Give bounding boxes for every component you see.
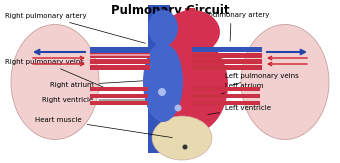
Ellipse shape [164, 10, 220, 54]
Bar [90, 101, 148, 105]
Text: Left pulmonary veins: Left pulmonary veins [225, 73, 299, 85]
Bar [90, 47, 150, 52]
Ellipse shape [158, 88, 166, 96]
Text: Heart muscle: Heart muscle [35, 117, 172, 138]
Bar [192, 47, 262, 52]
Text: Right ventricle: Right ventricle [42, 97, 157, 103]
Bar [192, 53, 262, 58]
Ellipse shape [174, 104, 182, 111]
Bar [90, 65, 150, 70]
Ellipse shape [152, 116, 212, 160]
Bar [90, 54, 150, 56]
Bar [148, 5, 170, 153]
Bar [192, 94, 260, 98]
Bar [90, 53, 150, 58]
Bar [176, 48, 192, 153]
Bar [90, 94, 148, 98]
Text: Pulmonary Circuit: Pulmonary Circuit [111, 4, 229, 17]
Bar [192, 65, 262, 70]
Text: Right pulmonary artery: Right pulmonary artery [5, 13, 145, 43]
Text: Right pulmonary veins: Right pulmonary veins [5, 59, 107, 89]
Ellipse shape [148, 35, 228, 135]
Bar [192, 87, 260, 91]
Bar [185, 8, 195, 83]
Text: Left pulmonary artery: Left pulmonary artery [193, 12, 269, 41]
Ellipse shape [148, 10, 178, 46]
Ellipse shape [143, 42, 183, 122]
Bar [90, 49, 150, 56]
Bar [90, 59, 150, 64]
Text: Right atrium: Right atrium [50, 80, 154, 88]
Ellipse shape [241, 24, 329, 140]
Ellipse shape [183, 145, 187, 149]
Bar [192, 59, 262, 64]
Ellipse shape [11, 24, 99, 140]
Bar [192, 101, 260, 105]
Bar [90, 87, 148, 91]
Text: Left ventricle: Left ventricle [208, 105, 271, 115]
Text: Left atrium: Left atrium [212, 83, 264, 97]
